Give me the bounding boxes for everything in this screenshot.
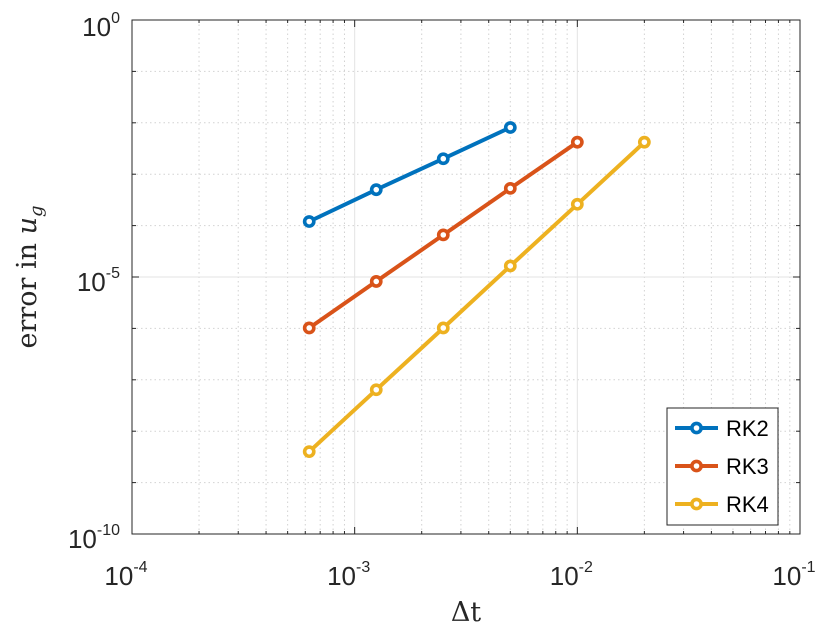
x-tick-exponent: -1: [801, 559, 815, 576]
y-tick-label: 10-10: [68, 522, 120, 554]
legend-marker-rk4: [690, 497, 703, 511]
data-point-rk3: [570, 135, 584, 149]
y-axis-title: error in ug: [12, 205, 47, 348]
y-tick-labels: 10-10 10-5 100: [68, 10, 120, 554]
data-point-rk4: [637, 135, 651, 149]
y-axis-title-prefix: error in: [12, 234, 43, 348]
x-tick-base: 10: [327, 561, 356, 591]
legend-item-rk2: RK2: [675, 416, 769, 441]
y-axis-title-subscript: g: [26, 205, 47, 217]
x-tick-label: 10-2: [550, 559, 593, 591]
x-axis-title: Δt: [451, 597, 481, 628]
series-line-rk4: [307, 140, 646, 454]
y-tick-base: 10: [68, 524, 97, 554]
legend-item-rk4: RK4: [675, 492, 769, 517]
x-tick-marks: [131, 20, 801, 534]
data-point-rk4: [369, 383, 383, 397]
data-point-rk2: [302, 215, 316, 228]
series-rk2: [302, 121, 517, 228]
x-tick-base: 10: [772, 561, 801, 591]
x-tick-exponent: -4: [133, 559, 147, 576]
legend-label-rk2: RK2: [726, 416, 769, 441]
series-rk4: [302, 135, 651, 459]
data-point-rk3: [302, 321, 316, 335]
data-point-rk4: [503, 259, 517, 273]
legend-marker-rk2: [690, 421, 703, 435]
y-tick-marks: [132, 19, 800, 535]
data-point-rk2: [369, 183, 383, 197]
data-point-rk3: [369, 275, 383, 288]
x-tick-base: 10: [550, 561, 579, 591]
series-rk3: [302, 135, 584, 335]
y-tick-exponent: 0: [111, 10, 120, 27]
x-tick-label: 10-1: [772, 559, 815, 591]
data-point-rk4: [436, 321, 450, 335]
legend-item-rk3: RK3: [675, 454, 769, 479]
y-tick-base: 10: [77, 267, 106, 297]
x-tick-label: 10-3: [327, 559, 370, 591]
y-tick-base: 10: [82, 12, 111, 42]
x-tick-base: 10: [104, 561, 133, 591]
data-point-rk2: [436, 152, 450, 166]
legend-label-rk4: RK4: [726, 492, 769, 517]
data-point-rk2: [503, 121, 517, 134]
x-tick-label: 10-4: [104, 559, 147, 591]
series-line-rk2: [308, 125, 512, 224]
y-tick-label: 100: [82, 10, 120, 42]
series-layer: [302, 121, 651, 459]
y-tick-label: 10-5: [77, 265, 120, 297]
data-point-rk4: [302, 445, 316, 459]
data-point-rk4: [570, 197, 584, 211]
y-axis-title-variable: u: [12, 217, 43, 234]
y-tick-exponent: -5: [106, 265, 120, 282]
legend: RK2 RK3 RK4: [666, 407, 779, 526]
y-tick-exponent: -10: [97, 522, 120, 539]
data-point-rk3: [503, 181, 517, 195]
legend-marker-rk3: [690, 459, 703, 473]
x-tick-exponent: -2: [579, 559, 593, 576]
x-tick-labels: 10-4 10-3 10-2 10-1: [104, 559, 815, 591]
data-point-rk3: [436, 228, 450, 242]
x-tick-exponent: -3: [356, 559, 370, 576]
legend-label-rk3: RK3: [726, 454, 769, 479]
